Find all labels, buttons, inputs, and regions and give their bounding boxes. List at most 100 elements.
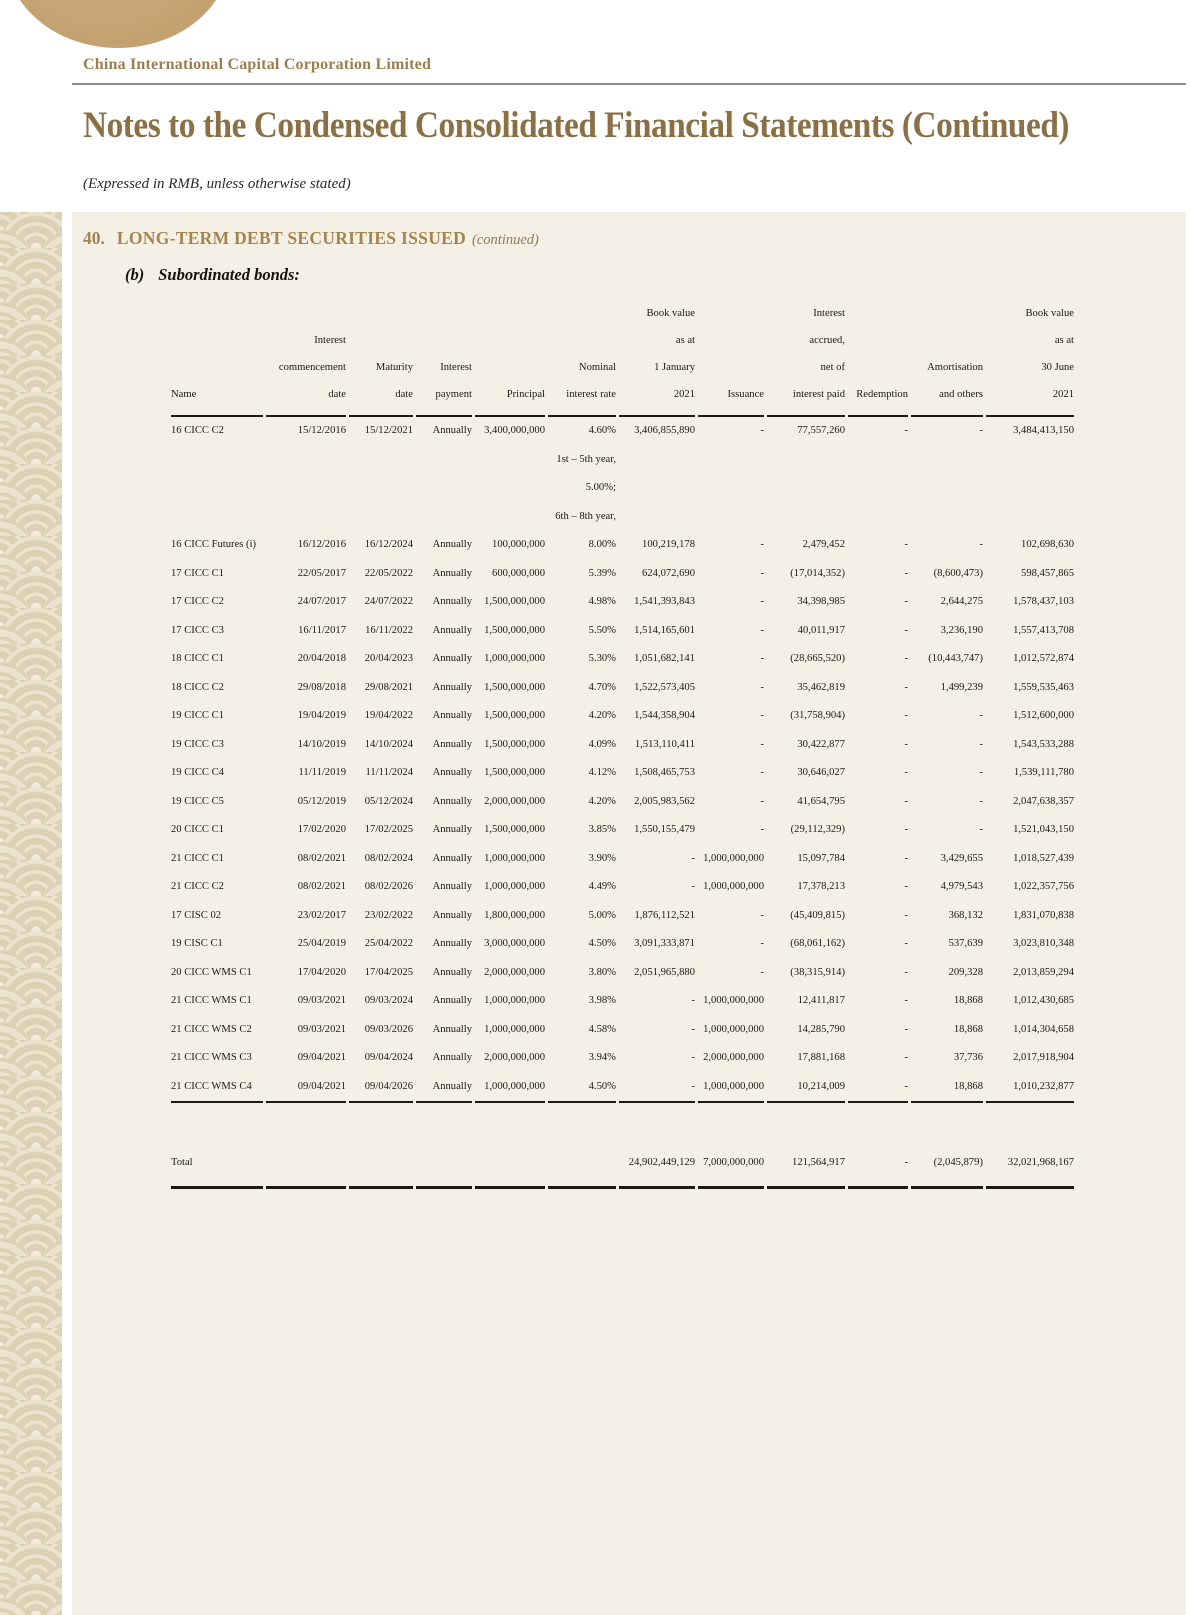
table-row: 21 CICC WMS C3 09/04/2021 09/04/2024 Annual… — [171, 1044, 1074, 1073]
table-header-cell: Book value as at 30 June 2021 — [986, 300, 1074, 417]
table-cell: 29/08/2018 — [297, 681, 346, 693]
table-cell: 1,541,393,843 — [634, 596, 695, 607]
table-cell — [475, 1149, 545, 1189]
table-cell: 09/03/2026 — [364, 1023, 413, 1035]
table-cell: 77,557,260 — [797, 425, 845, 436]
interest-rate-note-line: 5.00%; — [585, 482, 616, 493]
table-cell: 1,508,465,753 — [634, 767, 695, 778]
table-cell: 2,051,965,880 — [634, 966, 695, 978]
table-cell: 1,544,358,904 — [634, 710, 695, 721]
table-cell: 16/12/2016 — [297, 539, 346, 550]
table-header-cell: Interest payment — [416, 300, 472, 417]
table-cell: 30,646,027 — [797, 767, 845, 778]
table-header-cell: Interest accrued, net of interest paid — [767, 300, 845, 417]
table-row: 19 CICC C4 11/11/2019 11/11/2024 Annually 1,… — [171, 759, 1074, 788]
table-cell: 7,000,000,000 — [698, 1149, 764, 1189]
table-cell: 09/04/2021 — [297, 1052, 346, 1063]
table-cell: - — [691, 1052, 695, 1063]
table-cell: 600,000,000 — [492, 567, 545, 579]
table-cell: 12,411,817 — [797, 995, 845, 1006]
table-cell: - — [904, 539, 908, 550]
table-cell: 3,023,810,348 — [1013, 938, 1074, 949]
table-cell: - — [760, 567, 764, 579]
table-cell: 1,578,437,103 — [1013, 596, 1074, 607]
table-header-cell: Principal — [475, 300, 545, 417]
table-cell: 16/12/2024 — [364, 539, 413, 550]
table-row: 20 CICC C1 17/02/2020 17/02/2025 Annually 1,… — [171, 816, 1074, 845]
table-row: 21 CICC C1 08/02/2021 08/02/2024 Annually 1,… — [171, 845, 1074, 874]
table-cell: - — [691, 881, 695, 892]
table-cell: Annually — [432, 795, 472, 807]
table-cell: (68,061,162) — [790, 938, 845, 949]
table-cell: - — [904, 966, 908, 978]
table-cell: Annually — [432, 425, 472, 436]
table-cell: 17/02/2025 — [364, 824, 413, 835]
table-cell: - — [760, 824, 764, 835]
table-cell: 09/03/2024 — [364, 995, 413, 1006]
table-cell: 100,219,178 — [642, 539, 695, 550]
table-cell: 4.12% — [588, 767, 616, 778]
table-cell: - — [904, 852, 908, 864]
table-cell: 17 CISC 02 — [171, 909, 222, 921]
table-cell: 1,557,413,708 — [1013, 624, 1074, 636]
table-cell: 1,831,070,838 — [1013, 909, 1074, 921]
content-panel: 40. LONG-TERM DEBT SECURITIES ISSUED (cont… — [72, 212, 1186, 1615]
table-cell: 5.00% — [588, 909, 616, 921]
table-cell: 21 CICC WMS C1 — [171, 995, 252, 1006]
table-cell: 1,500,000,000 — [484, 710, 545, 721]
table-cell: 1,499,239 — [940, 681, 983, 693]
table-cell: Annually — [432, 938, 472, 949]
table-cell: - — [760, 710, 764, 721]
table-cell: 5.39% — [588, 567, 616, 579]
table-cell: (45,409,815) — [790, 909, 845, 921]
table-cell: 37,736 — [953, 1052, 983, 1063]
table-cell: - — [848, 1073, 908, 1103]
table-cell: 21 CICC WMS C2 — [171, 1023, 252, 1035]
table-cell: 16 CICC C2 — [171, 425, 224, 436]
table-cell: 1,022,357,756 — [1013, 881, 1074, 892]
table-cell: - — [760, 596, 764, 607]
table-cell: 121,564,917 — [767, 1149, 845, 1189]
table-cell: 09/04/2024 — [364, 1052, 413, 1063]
table-cell: Annually — [432, 881, 472, 892]
table-cell: 3.85% — [588, 824, 616, 835]
table-cell: - — [691, 852, 695, 864]
table-cell: 11/11/2024 — [365, 767, 413, 778]
table-cell: 24,902,449,129 — [619, 1149, 695, 1189]
table-cell: 2,005,983,562 — [634, 795, 695, 807]
table-cell: 15,097,784 — [797, 852, 845, 864]
table-cell: 2,479,452 — [802, 539, 845, 550]
table-cell: 1,000,000,000 — [475, 1073, 545, 1103]
table-cell: 24/07/2022 — [364, 596, 413, 607]
table-cell: (2,045,879) — [911, 1149, 983, 1189]
table-row: 18 CICC C1 20/04/2018 20/04/2023 Annually 1,… — [171, 645, 1074, 674]
table-cell: (17,014,352) — [790, 567, 845, 579]
table-header-cell: Issuance — [698, 300, 764, 417]
table-cell: Annually — [432, 567, 472, 579]
table-row: 21 CICC WMS C4 09/04/2021 09/04/2026 Annual… — [171, 1073, 1074, 1103]
table-cell: Annually — [432, 995, 472, 1006]
table-cell: 1,018,527,439 — [1013, 852, 1074, 864]
table-cell: 17 CICC C3 — [171, 624, 224, 636]
table-cell: 17/04/2020 — [297, 966, 346, 978]
table-cell: 1,000,000,000 — [703, 881, 764, 892]
table-cell: - — [904, 824, 908, 835]
table-cell: Annually — [432, 596, 472, 607]
table-cell: 1,500,000,000 — [484, 596, 545, 607]
table-cell: - — [979, 824, 983, 835]
table-cell: Annually — [432, 767, 472, 778]
table-cell: Total — [171, 1149, 263, 1189]
table-cell: (8,600,473) — [933, 567, 983, 579]
table-cell: 18,868 — [953, 1023, 983, 1035]
table-cell: 1,512,600,000 — [1013, 710, 1074, 721]
table-cell: 23/02/2017 — [297, 909, 346, 921]
table-cell: 4.70% — [588, 681, 616, 693]
table-cell: 09/04/2021 — [266, 1073, 346, 1103]
table-cell: 05/12/2019 — [297, 795, 346, 807]
table-cell: - — [904, 596, 908, 607]
table-cell: 15/12/2016 — [297, 425, 346, 436]
table-cell: 20 CICC C1 — [171, 824, 224, 835]
table-header-cell: Book value as at 1 January 2021 — [619, 300, 695, 417]
table-cell: 3.94% — [588, 1052, 616, 1063]
table-cell: 4.60% 1st – 5th year, 5.00%; 6th – 8th year… — [548, 417, 616, 531]
